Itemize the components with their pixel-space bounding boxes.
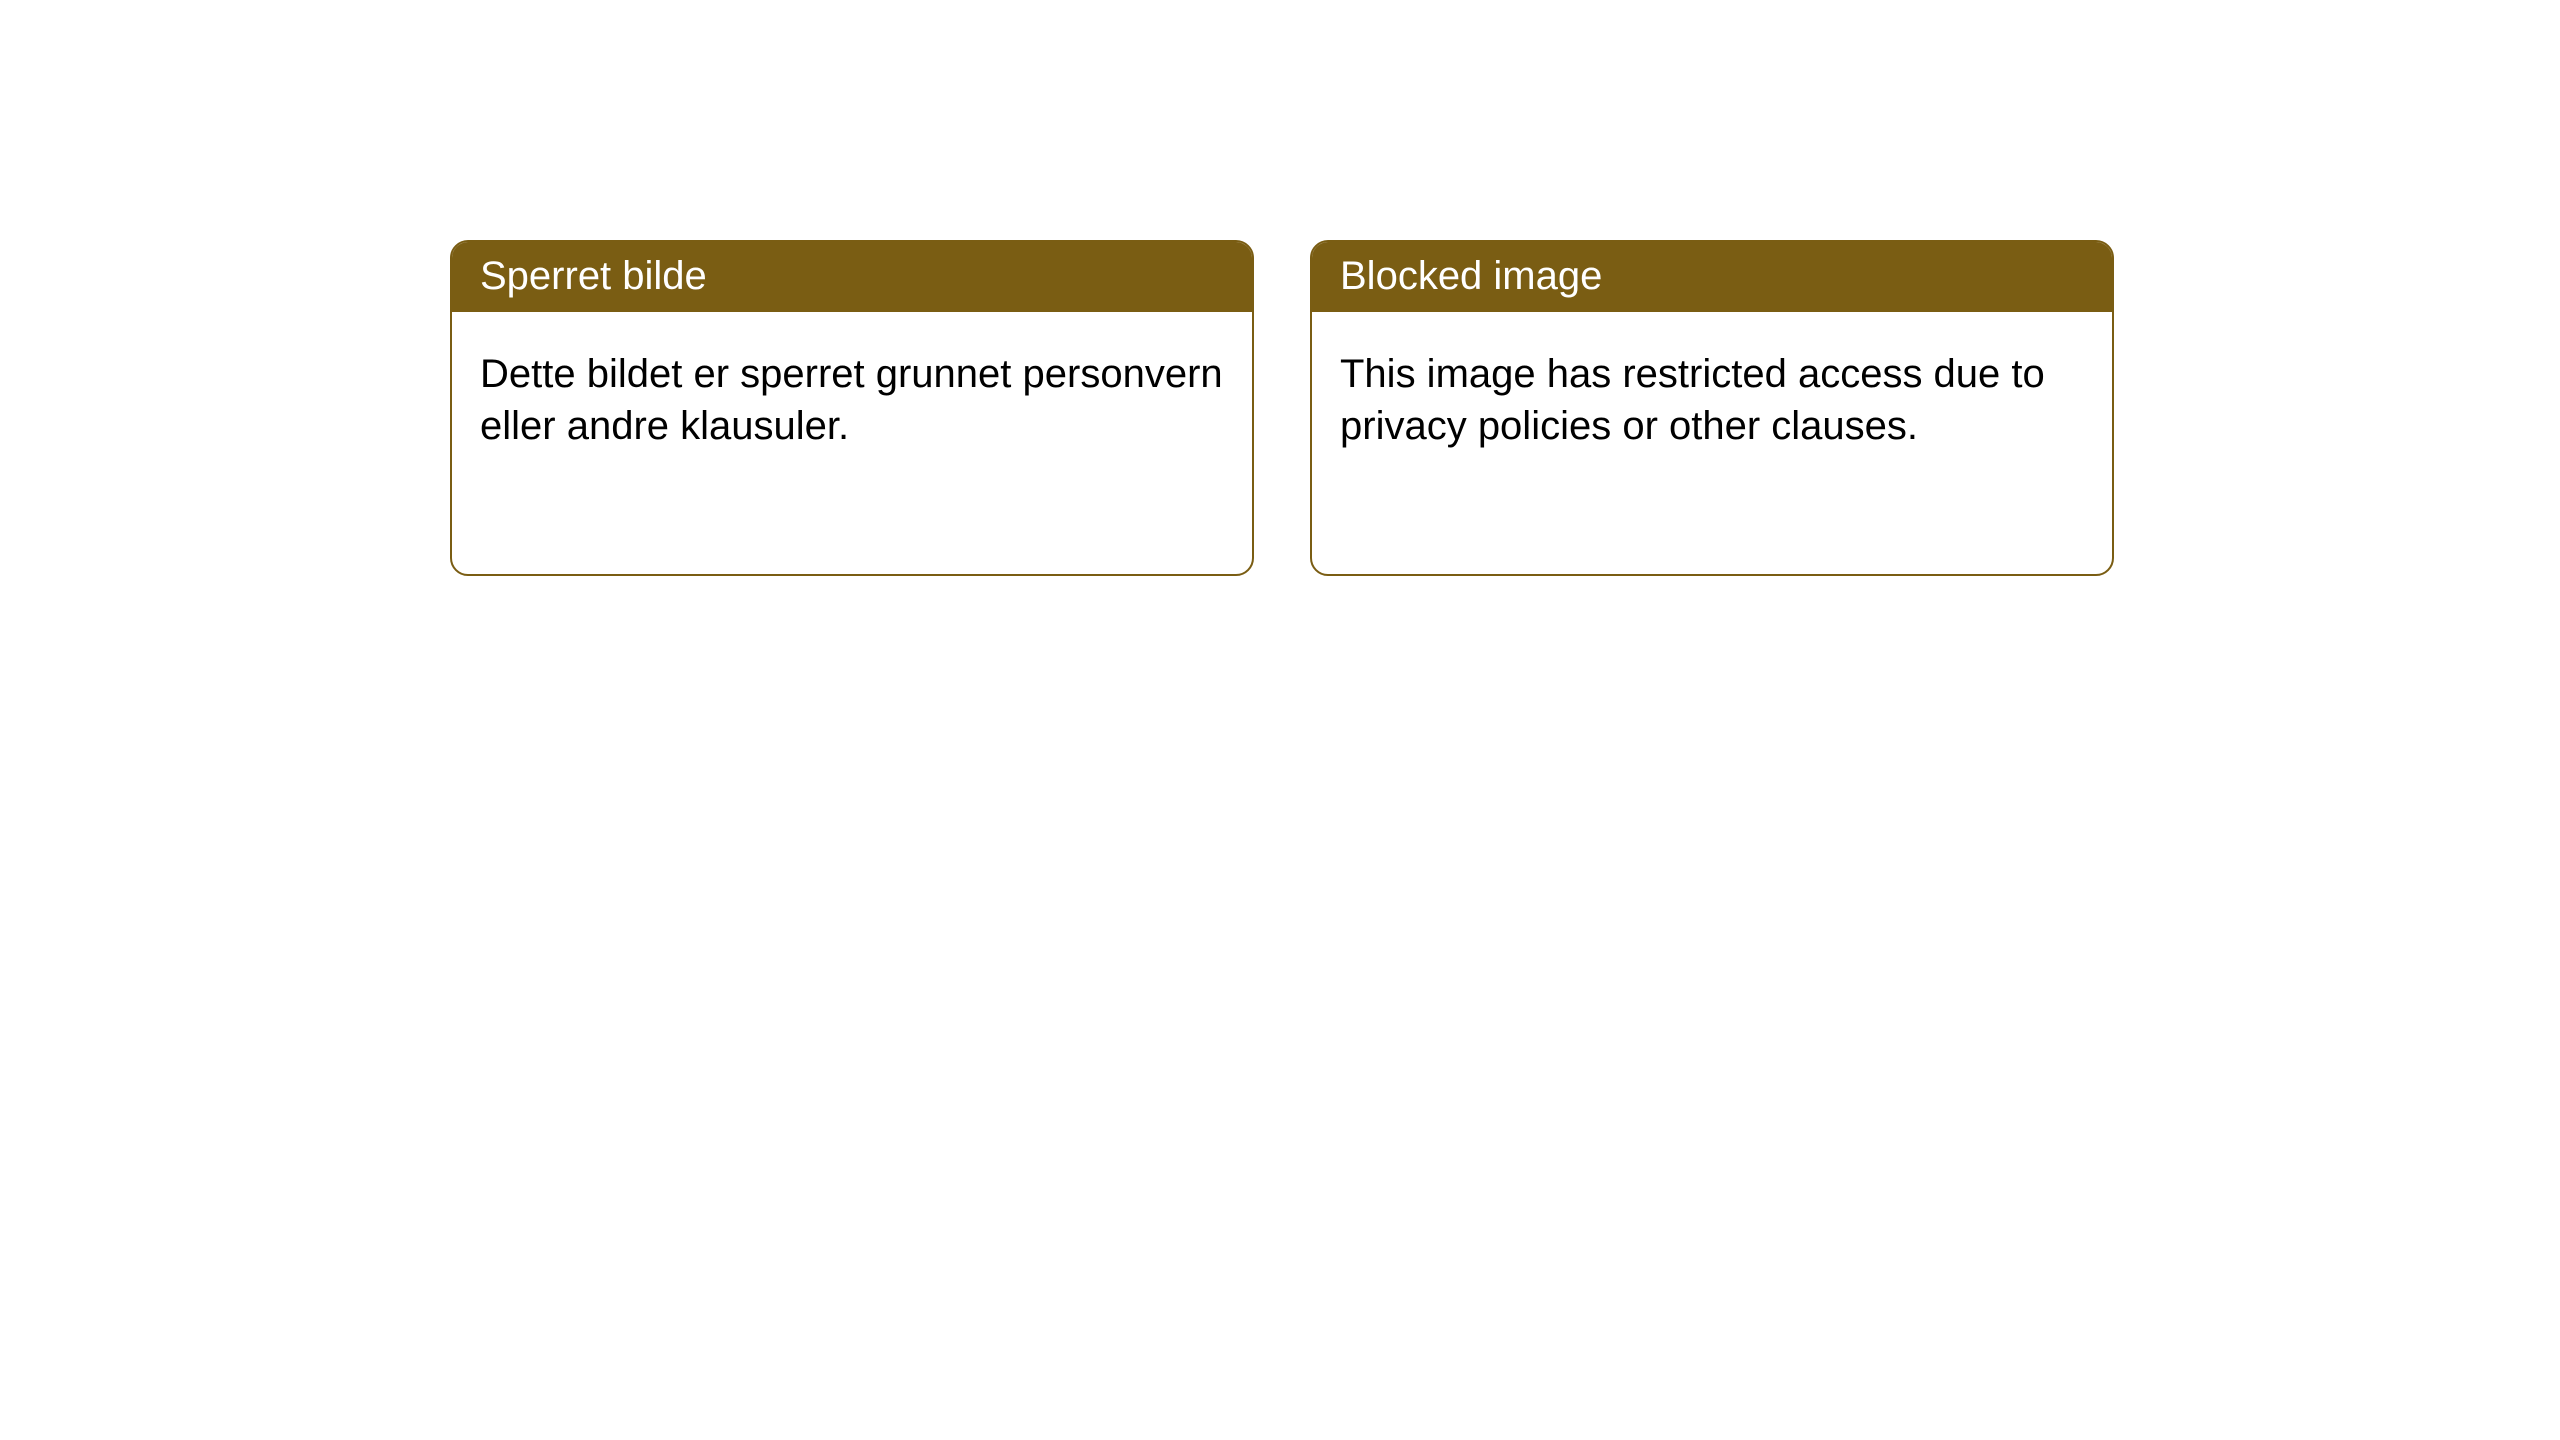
notice-body: Dette bildet er sperret grunnet personve… — [452, 312, 1252, 480]
notice-body: This image has restricted access due to … — [1312, 312, 2112, 480]
notice-header: Blocked image — [1312, 242, 2112, 312]
notices-container: Sperret bilde Dette bildet er sperret gr… — [0, 0, 2560, 576]
notice-card-norwegian: Sperret bilde Dette bildet er sperret gr… — [450, 240, 1254, 576]
notice-card-english: Blocked image This image has restricted … — [1310, 240, 2114, 576]
notice-header: Sperret bilde — [452, 242, 1252, 312]
